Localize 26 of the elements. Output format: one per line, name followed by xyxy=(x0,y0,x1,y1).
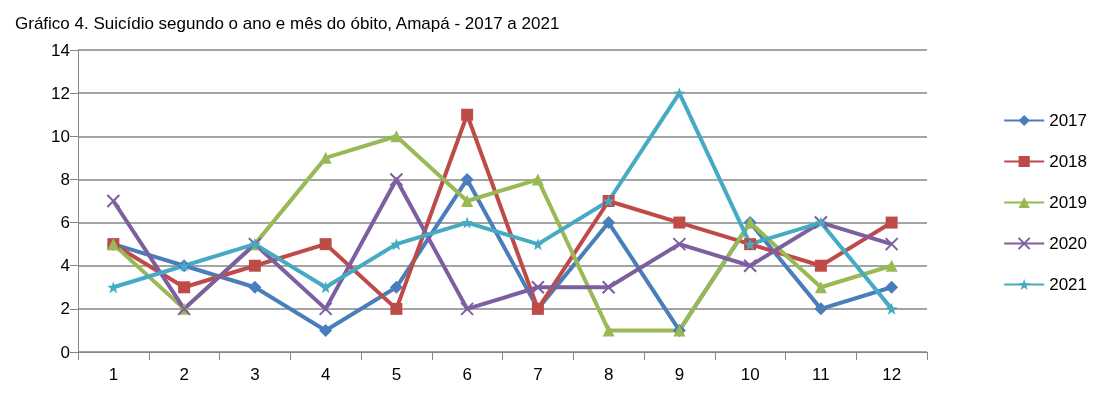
x-tick-label: 6 xyxy=(462,365,472,384)
y-tick-label: 2 xyxy=(60,299,70,319)
y-tick-label: 10 xyxy=(51,126,70,146)
x-tick-label: 11 xyxy=(812,365,830,384)
y-tick-label: 6 xyxy=(60,213,70,233)
x-tick-label: 12 xyxy=(882,365,902,384)
y-tick-label: 0 xyxy=(60,342,70,362)
x-tick-label: 7 xyxy=(533,365,543,384)
x-tick-label: 8 xyxy=(603,365,614,384)
x-tick-label: 3 xyxy=(250,365,260,384)
x-tick-label: 9 xyxy=(674,365,685,384)
y-tick-label: 8 xyxy=(60,169,70,189)
legend-label: 2021 xyxy=(1049,275,1088,294)
x-tick-label: 2 xyxy=(179,365,189,384)
y-tick-label: 14 xyxy=(51,40,70,60)
y-tick-label: 12 xyxy=(51,83,70,103)
y-tick-label: 4 xyxy=(60,256,70,276)
x-tick-label: 10 xyxy=(740,365,760,384)
x-tick-label: 5 xyxy=(391,365,402,384)
x-tick-label: 1 xyxy=(108,365,119,384)
legend-label: 2019 xyxy=(1049,193,1088,212)
legend-label: 2017 xyxy=(1049,111,1088,130)
legend-label: 2018 xyxy=(1049,152,1088,171)
legend-label: 2020 xyxy=(1049,234,1088,253)
chart-title: Gráfico 4. Suicídio segundo o ano e mês do óbito, Amapá - 2017 a 2021 xyxy=(15,14,560,33)
x-tick-label: 4 xyxy=(320,365,331,384)
